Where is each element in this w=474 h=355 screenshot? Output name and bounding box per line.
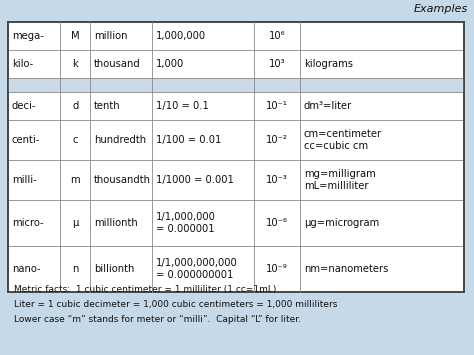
Text: micro-: micro- (12, 218, 44, 228)
Text: millionth: millionth (94, 218, 138, 228)
Text: 1/1000 = 0.001: 1/1000 = 0.001 (155, 175, 234, 185)
Text: μg=microgram: μg=microgram (304, 218, 379, 228)
Text: tenth: tenth (94, 101, 121, 111)
Text: Lower case “m” stands for meter or “milli”.  Capital “L” for liter.: Lower case “m” stands for meter or “mill… (14, 315, 301, 324)
Text: Liter = 1 cubic decimeter = 1,000 cubic centimeters = 1,000 milliliters: Liter = 1 cubic decimeter = 1,000 cubic … (14, 300, 337, 309)
Text: m: m (71, 175, 80, 185)
Text: mega-: mega- (12, 31, 44, 41)
Text: M: M (71, 31, 80, 41)
Text: k: k (73, 59, 78, 69)
Text: thousandth: thousandth (94, 175, 151, 185)
Text: million: million (94, 31, 128, 41)
Text: hundredth: hundredth (94, 135, 146, 145)
Text: milli-: milli- (12, 175, 37, 185)
Text: 1/100 = 0.01: 1/100 = 0.01 (155, 135, 221, 145)
Text: 10⁻⁹: 10⁻⁹ (266, 264, 288, 274)
Text: d: d (72, 101, 79, 111)
Bar (8, 78, 464, 92)
Text: Examples: Examples (414, 4, 468, 14)
Text: centi-: centi- (12, 135, 40, 145)
Bar (8, 22, 464, 292)
Text: 1/10 = 0.1: 1/10 = 0.1 (155, 101, 209, 111)
Text: mg=milligram
mL=milliliter: mg=milligram mL=milliliter (304, 169, 375, 191)
Text: 1/1,000,000,000
= 0.000000001: 1/1,000,000,000 = 0.000000001 (155, 258, 237, 280)
Text: c: c (73, 135, 78, 145)
Text: 1/1,000,000
= 0.000001: 1/1,000,000 = 0.000001 (155, 212, 216, 234)
Text: 1,000: 1,000 (155, 59, 184, 69)
Text: dm³=liter: dm³=liter (304, 101, 352, 111)
Text: billionth: billionth (94, 264, 135, 274)
Text: 10⁻⁶: 10⁻⁶ (266, 218, 288, 228)
Text: thousand: thousand (94, 59, 141, 69)
Text: nm=nanometers: nm=nanometers (304, 264, 388, 274)
Text: deci-: deci- (12, 101, 36, 111)
Text: cm=centimeter
cc=cubic cm: cm=centimeter cc=cubic cm (304, 129, 382, 151)
Text: 10⁻³: 10⁻³ (266, 175, 288, 185)
Text: 10⁻²: 10⁻² (266, 135, 288, 145)
Text: Metric facts:  1 cubic centimeter = 1 milliliter (1 cc=1mL): Metric facts: 1 cubic centimeter = 1 mil… (14, 285, 276, 294)
Text: kilo-: kilo- (12, 59, 33, 69)
Text: 10⁻¹: 10⁻¹ (266, 101, 288, 111)
Text: n: n (72, 264, 79, 274)
Text: nano-: nano- (12, 264, 41, 274)
Text: 1,000,000: 1,000,000 (155, 31, 206, 41)
Text: 10⁶: 10⁶ (269, 31, 285, 41)
Text: μ: μ (72, 218, 79, 228)
Text: kilograms: kilograms (304, 59, 353, 69)
Text: 10³: 10³ (269, 59, 285, 69)
